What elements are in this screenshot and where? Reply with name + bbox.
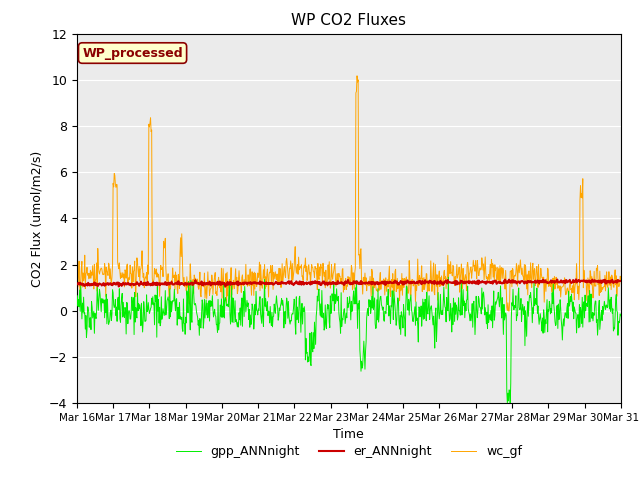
gpp_ANNnight bbox=[394, 303, 401, 309]
er_ANNnight bbox=[174, 281, 182, 287]
gpp_ANNnight bbox=[617, 313, 625, 319]
wc_gf bbox=[99, 272, 107, 277]
wc_gf bbox=[600, 285, 607, 290]
Legend: gpp_ANNnight, er_ANNnight, wc_gf: gpp_ANNnight, er_ANNnight, wc_gf bbox=[171, 441, 527, 464]
wc_gf bbox=[591, 283, 598, 289]
er_ANNnight bbox=[99, 282, 107, 288]
X-axis label: Time: Time bbox=[333, 429, 364, 442]
wc_gf bbox=[353, 73, 361, 79]
er_ANNnight bbox=[221, 284, 229, 289]
wc_gf bbox=[617, 277, 625, 283]
wc_gf bbox=[174, 290, 182, 296]
wc_gf bbox=[73, 291, 81, 297]
Title: WP CO2 Fluxes: WP CO2 Fluxes bbox=[291, 13, 406, 28]
gpp_ANNnight bbox=[600, 312, 607, 317]
gpp_ANNnight bbox=[445, 274, 452, 280]
Text: WP_processed: WP_processed bbox=[82, 47, 183, 60]
gpp_ANNnight bbox=[73, 301, 81, 307]
wc_gf bbox=[394, 286, 402, 291]
er_ANNnight bbox=[572, 276, 580, 282]
er_ANNnight bbox=[591, 277, 598, 283]
Line: er_ANNnight: er_ANNnight bbox=[77, 279, 621, 287]
er_ANNnight bbox=[600, 277, 607, 283]
wc_gf bbox=[505, 308, 513, 314]
Line: wc_gf: wc_gf bbox=[77, 76, 621, 311]
er_ANNnight bbox=[394, 282, 402, 288]
er_ANNnight bbox=[73, 281, 81, 287]
gpp_ANNnight bbox=[591, 302, 598, 308]
gpp_ANNnight bbox=[506, 403, 514, 408]
gpp_ANNnight bbox=[299, 321, 307, 327]
Y-axis label: CO2 Flux (umol/m2/s): CO2 Flux (umol/m2/s) bbox=[30, 150, 43, 287]
er_ANNnight bbox=[300, 279, 307, 285]
er_ANNnight bbox=[617, 278, 625, 284]
gpp_ANNnight bbox=[99, 296, 107, 302]
Line: gpp_ANNnight: gpp_ANNnight bbox=[77, 277, 621, 406]
gpp_ANNnight bbox=[174, 305, 182, 311]
wc_gf bbox=[299, 273, 307, 279]
